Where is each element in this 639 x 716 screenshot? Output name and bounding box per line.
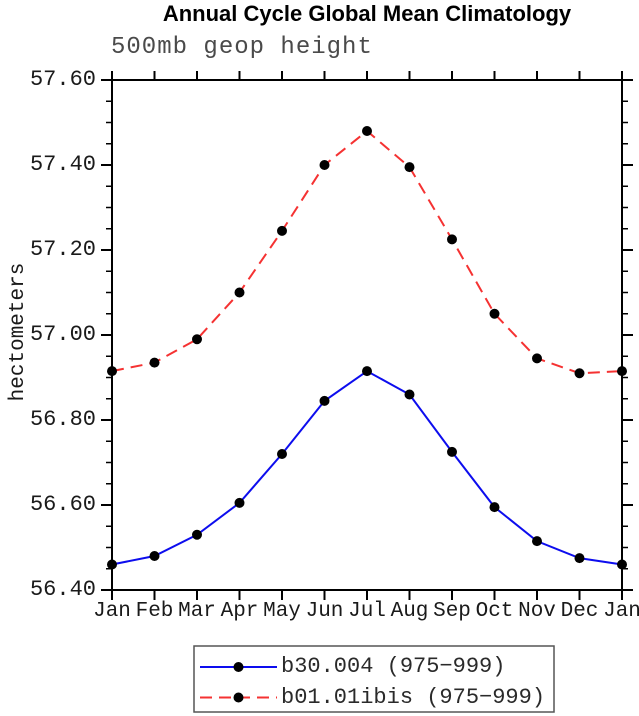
data-point-marker bbox=[192, 529, 202, 540]
data-point-marker bbox=[107, 559, 117, 570]
data-point-marker bbox=[532, 536, 542, 547]
y-tick-label: 56.80 bbox=[29, 407, 96, 432]
legend-sample-marker bbox=[233, 692, 244, 703]
data-point-marker bbox=[234, 287, 245, 298]
x-tick-label: Jan bbox=[603, 600, 639, 623]
y-tick-label: 56.40 bbox=[29, 577, 96, 602]
data-point-marker bbox=[447, 234, 457, 245]
data-point-marker bbox=[489, 502, 500, 513]
data-point-marker bbox=[574, 368, 585, 379]
y-tick-label: 56.60 bbox=[29, 492, 96, 517]
x-tick-label: Aug bbox=[390, 600, 429, 623]
data-point-marker bbox=[404, 162, 415, 173]
data-line-dashed-red bbox=[111, 129, 623, 375]
y-tick-label: 57.20 bbox=[29, 237, 96, 262]
data-point-marker bbox=[149, 551, 160, 561]
legend-sample-marker bbox=[233, 662, 244, 672]
y-tick-label: 57.00 bbox=[29, 322, 96, 347]
data-point-marker bbox=[447, 446, 457, 457]
data-point-marker bbox=[107, 366, 117, 377]
data-point-marker bbox=[149, 357, 160, 368]
x-tick-label: Oct bbox=[475, 600, 514, 623]
chart-subtitle: 500mb geop height bbox=[111, 34, 373, 61]
data-point-marker bbox=[532, 353, 542, 364]
data-line-solid-blue bbox=[111, 369, 623, 566]
x-tick-label: Sep bbox=[433, 600, 471, 623]
data-point-marker bbox=[277, 449, 287, 459]
data-point-marker bbox=[574, 553, 585, 564]
data-point-marker bbox=[319, 395, 330, 406]
x-tick-label: Apr bbox=[220, 600, 259, 623]
data-point-marker bbox=[234, 497, 245, 508]
legend-label: b01.01ibis (975−999) bbox=[281, 684, 546, 710]
data-point-marker bbox=[404, 389, 415, 400]
x-tick-label: Jan bbox=[93, 600, 131, 623]
data-point-marker bbox=[362, 366, 372, 377]
data-point-marker bbox=[617, 366, 627, 377]
x-tick-label: Mar bbox=[178, 600, 216, 623]
x-tick-label: Jul bbox=[348, 600, 386, 623]
data-point-marker bbox=[319, 160, 330, 170]
legend-label: b30.004 (975−999) bbox=[281, 654, 506, 679]
data-point-marker bbox=[617, 559, 627, 570]
x-tick-label: May bbox=[263, 600, 301, 623]
x-tick-label: Nov bbox=[518, 600, 556, 623]
x-tick-label: Dec bbox=[560, 600, 599, 623]
legend-box bbox=[193, 645, 555, 713]
x-tick-label: Feb bbox=[135, 600, 174, 623]
data-point-marker bbox=[277, 225, 287, 236]
y-tick-label: 57.60 bbox=[29, 67, 96, 92]
data-point-marker bbox=[489, 308, 500, 319]
y-tick-label: 57.40 bbox=[29, 152, 96, 177]
plot-frame bbox=[111, 79, 623, 591]
x-tick-label: Jun bbox=[305, 600, 344, 623]
data-point-marker bbox=[362, 126, 372, 136]
page-title: Annual Cycle Global Mean Climatology bbox=[162, 1, 572, 26]
data-point-marker bbox=[192, 334, 202, 345]
